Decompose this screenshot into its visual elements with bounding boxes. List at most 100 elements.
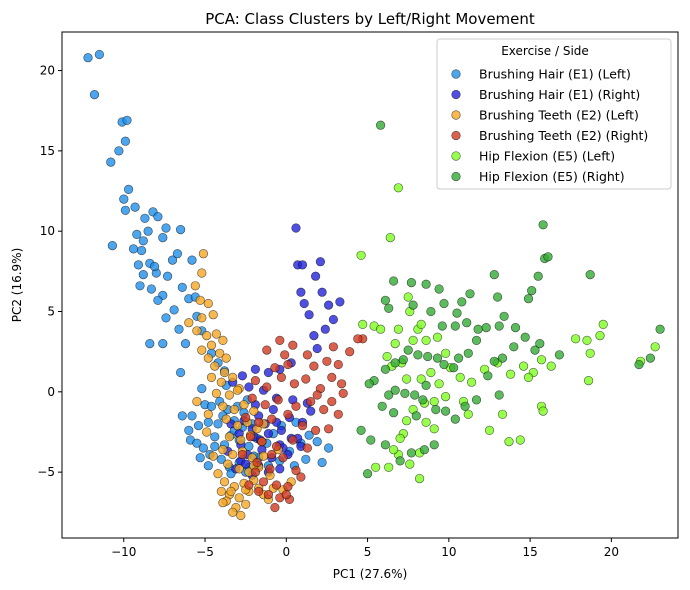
data-point bbox=[203, 417, 213, 427]
data-point bbox=[267, 414, 277, 424]
data-point bbox=[143, 226, 153, 236]
data-point bbox=[423, 351, 433, 362]
data-point bbox=[250, 376, 260, 386]
data-point bbox=[161, 223, 171, 233]
data-point bbox=[497, 409, 508, 419]
data-point bbox=[215, 348, 225, 358]
x-tick-label: −5 bbox=[196, 545, 214, 559]
plot-points bbox=[83, 49, 665, 521]
data-point bbox=[250, 467, 260, 477]
data-point bbox=[312, 437, 322, 447]
data-point bbox=[483, 371, 493, 381]
data-point bbox=[389, 408, 399, 418]
data-point bbox=[301, 454, 311, 464]
data-point bbox=[538, 406, 548, 416]
data-point bbox=[324, 443, 334, 453]
data-point bbox=[263, 367, 274, 378]
data-point bbox=[297, 260, 308, 270]
data-point bbox=[322, 356, 332, 366]
data-point bbox=[324, 424, 334, 434]
legend-marker bbox=[451, 171, 461, 182]
data-point bbox=[288, 340, 298, 350]
data-point bbox=[509, 342, 519, 352]
data-point bbox=[309, 361, 319, 371]
data-point bbox=[260, 400, 270, 410]
data-point bbox=[265, 464, 275, 474]
data-point bbox=[258, 451, 269, 461]
data-point bbox=[299, 298, 309, 309]
data-point bbox=[335, 297, 345, 307]
data-point bbox=[441, 392, 451, 402]
data-point bbox=[582, 335, 592, 346]
data-point bbox=[353, 334, 363, 344]
data-point bbox=[114, 146, 124, 156]
data-point bbox=[328, 314, 339, 325]
data-point bbox=[267, 449, 277, 460]
data-point bbox=[239, 400, 249, 410]
data-point bbox=[489, 356, 499, 366]
data-point bbox=[203, 353, 213, 363]
data-point bbox=[393, 324, 404, 334]
data-point bbox=[280, 350, 290, 360]
data-point bbox=[288, 435, 298, 445]
data-point bbox=[457, 297, 467, 307]
data-point bbox=[304, 430, 314, 440]
data-point bbox=[176, 367, 186, 378]
data-point bbox=[203, 298, 213, 309]
data-point bbox=[180, 339, 191, 349]
data-point bbox=[223, 459, 233, 469]
data-point bbox=[270, 502, 280, 513]
data-point bbox=[302, 350, 313, 360]
data-point bbox=[197, 313, 207, 323]
data-point bbox=[494, 390, 504, 400]
data-point bbox=[494, 321, 504, 331]
series-5 bbox=[356, 120, 665, 479]
data-point bbox=[455, 372, 465, 383]
data-point bbox=[211, 329, 221, 339]
data-point bbox=[210, 432, 220, 442]
legend-title: Exercise / Side bbox=[501, 44, 589, 58]
data-point bbox=[210, 361, 220, 371]
data-point bbox=[187, 411, 197, 421]
y-tick-label: −5 bbox=[37, 465, 55, 479]
data-point bbox=[234, 493, 244, 503]
data-point bbox=[247, 393, 257, 403]
data-point bbox=[120, 136, 130, 146]
data-point bbox=[130, 202, 140, 212]
data-point bbox=[429, 424, 439, 434]
data-point bbox=[380, 364, 391, 374]
data-point bbox=[583, 376, 594, 386]
data-point bbox=[634, 359, 644, 370]
data-point bbox=[254, 417, 264, 427]
data-point bbox=[356, 425, 366, 436]
data-point bbox=[198, 443, 208, 453]
data-point bbox=[262, 345, 272, 355]
data-point bbox=[460, 401, 470, 411]
data-point bbox=[89, 89, 100, 100]
data-point bbox=[137, 245, 147, 256]
series-3 bbox=[237, 334, 368, 513]
data-point bbox=[432, 332, 443, 342]
data-point bbox=[206, 372, 217, 383]
data-point bbox=[484, 425, 495, 436]
data-point bbox=[390, 358, 400, 368]
data-point bbox=[421, 380, 431, 391]
data-point bbox=[317, 457, 327, 468]
data-point bbox=[406, 448, 417, 458]
data-point bbox=[203, 409, 213, 419]
y-tick-label: 0 bbox=[47, 385, 55, 399]
y-tick-label: 10 bbox=[40, 224, 55, 238]
data-point bbox=[441, 348, 451, 358]
data-point bbox=[389, 445, 399, 455]
data-point bbox=[450, 321, 460, 331]
data-point bbox=[211, 388, 221, 399]
data-point bbox=[203, 461, 213, 471]
data-point bbox=[244, 480, 254, 490]
data-point bbox=[463, 409, 473, 419]
data-point bbox=[499, 311, 509, 321]
legend-label: Brushing Teeth (E2) (Left) bbox=[479, 108, 639, 123]
data-point bbox=[218, 401, 228, 411]
data-point bbox=[434, 379, 444, 389]
data-point bbox=[94, 49, 104, 60]
y-axis-label: PC2 (16.9%) bbox=[10, 248, 24, 323]
